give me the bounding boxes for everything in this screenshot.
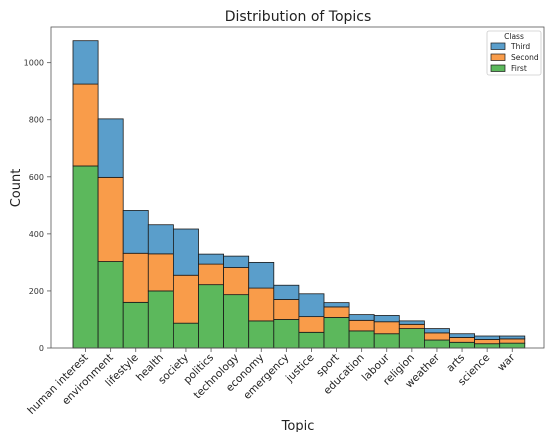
bar-second-weather <box>423 332 450 341</box>
chart-title: Distribution of Topics <box>225 9 372 25</box>
bar-first-environment <box>97 261 124 349</box>
bar-second-emergency <box>273 299 300 320</box>
bar-second-lifestyle <box>122 252 149 303</box>
bar-third-society <box>172 228 199 276</box>
y-tick-label: 200 <box>29 287 44 296</box>
y-tick-label: 800 <box>29 116 44 125</box>
bar-third-health <box>147 224 174 255</box>
bar-third-environment <box>97 118 124 178</box>
bar-third-sport <box>323 302 350 308</box>
bar-third-labour <box>373 315 400 323</box>
bar-first-lifestyle <box>122 301 149 349</box>
x-tick-label: war <box>495 351 518 374</box>
legend-title: Class <box>504 32 524 41</box>
y-tick-label: 1000 <box>24 59 44 68</box>
bar-second-education <box>348 319 375 332</box>
bar-third-justice <box>298 293 325 318</box>
bar-third-arts <box>449 333 476 338</box>
bar-second-justice <box>298 316 325 333</box>
bar-first-justice <box>298 331 325 349</box>
bar-second-health <box>147 253 174 292</box>
bar-second-technology <box>223 267 250 296</box>
y-tick-label: 400 <box>29 230 44 239</box>
bar-first-science <box>474 343 501 349</box>
bar-second-society <box>172 274 199 324</box>
bar-second-economy <box>248 287 275 322</box>
bar-second-science <box>474 339 501 345</box>
bar-first-health <box>147 290 174 349</box>
bar-second-war <box>499 338 526 344</box>
bar-second-sport <box>323 306 350 318</box>
bar-second-labour <box>373 321 400 335</box>
legend-label-third: Third <box>510 42 530 51</box>
bar-third-lifestyle <box>122 210 149 254</box>
x-axis-label: Topic <box>281 419 315 432</box>
bar-third-technology <box>223 255 250 268</box>
bar-third-economy <box>248 261 275 289</box>
bar-first-religion <box>398 328 425 349</box>
y-tick-label: 600 <box>29 173 44 182</box>
legend-label-second: Second <box>511 53 539 62</box>
legend-swatch-first <box>490 64 506 72</box>
bar-first-human-interest <box>72 165 99 349</box>
bar-first-politics <box>198 284 225 349</box>
bar-third-human-interest <box>72 40 99 85</box>
legend-box <box>486 30 542 76</box>
bar-third-emergency <box>273 284 300 300</box>
bar-second-religion <box>398 323 425 329</box>
legend-swatch-second <box>490 53 506 61</box>
bar-first-emergency <box>273 319 300 349</box>
bar-first-labour <box>373 333 400 349</box>
bar-first-war <box>499 342 526 349</box>
bar-first-technology <box>223 294 250 349</box>
bar-first-arts <box>449 341 476 349</box>
plot-frame <box>50 26 545 349</box>
bar-second-human-interest <box>72 83 99 167</box>
legend-label-first: First <box>511 64 527 73</box>
y-tick-label: 0 <box>39 344 44 353</box>
bar-third-weather <box>423 328 450 334</box>
bar-third-politics <box>198 253 225 265</box>
x-tick-label: justice <box>283 352 316 385</box>
bar-third-religion <box>398 320 425 325</box>
bar-second-politics <box>198 263 225 286</box>
bar-third-war <box>499 335 526 340</box>
bar-second-environment <box>97 176 124 262</box>
bar-second-arts <box>449 337 476 343</box>
bar-first-weather <box>423 339 450 349</box>
bar-third-education <box>348 314 375 321</box>
bar-first-education <box>348 330 375 349</box>
legend-swatch-third <box>490 42 506 50</box>
y-axis-label: Count <box>9 169 24 208</box>
bar-first-economy <box>248 320 275 349</box>
bar-third-science <box>474 335 501 340</box>
bar-first-sport <box>323 317 350 349</box>
bar-first-society <box>172 322 199 349</box>
